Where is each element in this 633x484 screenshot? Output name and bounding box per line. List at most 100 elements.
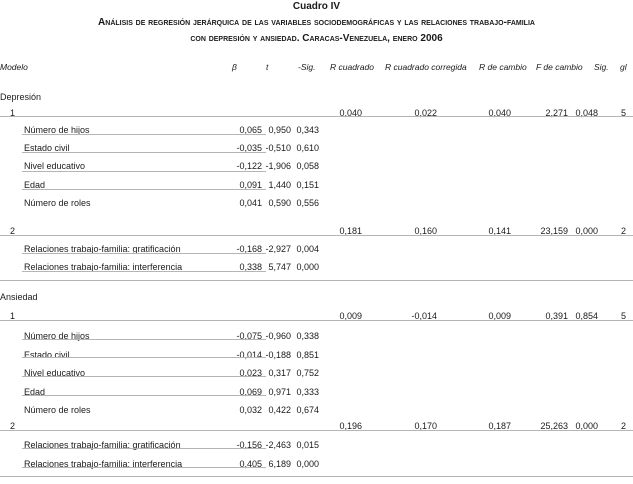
model-stat-f-de-cambio: 0,391 [545,311,568,321]
predictor-t: -2,927 [265,244,291,254]
model-stat-r-cuadrado: 0,181 [339,226,362,236]
predictor-beta: -0,156 [236,440,262,450]
model-stat-r-cuadrado: 0,040 [339,108,362,118]
predictor-name: Nivel educativo [24,368,86,378]
model-stat-sig-cambio: 0,000 [575,226,598,236]
row-divider [22,339,266,340]
row-divider [22,395,266,396]
predictor-t: 6,189 [268,459,291,469]
predictor-name: Número de hijos [24,125,90,135]
row-divider [0,235,633,236]
row-divider [22,152,266,153]
predictor-sig: 0,610 [296,143,319,153]
header-t: t [266,62,269,72]
model-number: 2 [10,226,16,236]
predictor-beta: -0,014 [236,350,262,360]
header-beta: β [232,62,237,72]
model-stat-r-de-cambio: 0,187 [488,421,511,431]
predictor-beta: 0,032 [239,405,262,415]
header-sig-cambio: Sig. [594,62,609,72]
header-r-cuadrado: R cuadrado [330,62,374,72]
model-stat-r-cuadrado-corregida: 0,170 [414,421,437,431]
model-stat-sig-cambio: 0,854 [575,311,598,321]
model-stat-f-de-cambio: 23,159 [540,226,568,236]
predictor-name: Nivel educativo [24,161,86,171]
model-stat-r-de-cambio: 0,009 [488,311,511,321]
model-number: 1 [10,108,16,118]
predictor-t: -0,960 [265,331,291,341]
predictor-beta: -0,168 [236,244,262,254]
row-divider [0,320,633,321]
row-divider [0,116,633,117]
predictor-name: Estado civil [24,143,70,153]
model-stat-r-cuadrado: 0,196 [339,421,362,431]
header-gl: gl [620,62,627,72]
predictor-beta: 0,041 [239,198,262,208]
predictor-name: Estado civil [24,350,70,360]
predictor-sig: 0,151 [296,180,319,190]
row-divider [22,189,266,190]
model-stat-f-de-cambio: 25,263 [540,421,568,431]
predictor-name: Relaciones trabajo-familia: interferenci… [24,262,183,272]
predictor-sig: 0,333 [296,387,319,397]
predictor-sig: 0,000 [296,459,319,469]
row-divider [22,376,266,377]
predictor-t: 0,590 [268,198,291,208]
predictor-sig: 0,851 [296,350,319,360]
row-divider [22,134,266,135]
model-stat-r-de-cambio: 0,141 [488,226,511,236]
predictor-beta: -0,122 [236,161,262,171]
row-divider [22,171,266,172]
predictor-beta: -0,075 [236,331,262,341]
row-divider [22,448,266,449]
predictor-t: 0,950 [268,125,291,135]
predictor-t: -1,906 [265,161,291,171]
predictor-t: 0,317 [268,368,291,378]
model-stat-sig-cambio: 0,000 [575,421,598,431]
table-title-line-2: con depresión y ansiedad. Caracas-Venezu… [190,33,443,44]
model-stat-r-cuadrado-corregida: 0,022 [414,108,437,118]
model-stat-r-cuadrado: 0,009 [339,311,362,321]
predictor-t: 0,971 [268,387,291,397]
predictor-beta: 0,338 [239,262,262,272]
model-number: 2 [10,421,16,431]
row-divider [0,430,633,431]
model-stat-r-cuadrado-corregida: -0,014 [411,311,437,321]
row-divider [0,476,633,477]
predictor-name: Edad [24,387,46,397]
header-sig: -Sig. [298,62,316,72]
predictor-name: Edad [24,180,46,190]
predictor-beta: 0,069 [239,387,262,397]
predictor-t: 0,422 [268,405,291,415]
predictor-sig: 0,343 [296,125,319,135]
predictor-name: Relaciones trabajo-familia: gratificació… [24,244,181,254]
section-ansiedad: Ansiedad [0,292,38,302]
predictor-name: Número de roles [24,198,91,208]
header-r-cuadrado-corregida: R cuadrado corregida [385,62,467,72]
predictor-sig: 0,556 [296,198,319,208]
row-divider [22,253,266,254]
table-title-line-1: Análisis de regresión jerárquica de las … [98,17,535,28]
table-label: Cuadro IV [292,1,341,12]
row-divider [0,280,633,281]
predictor-name: Número de roles [24,405,91,415]
model-stat-gl: 2 [620,226,626,236]
predictor-beta: 0,065 [239,125,262,135]
predictor-beta: 0,091 [239,180,262,190]
predictor-t: -0,510 [265,143,291,153]
predictor-sig: 0,004 [296,244,319,254]
predictor-sig: 0,338 [296,331,319,341]
predictor-sig: 0,015 [296,440,319,450]
predictor-t: -2,463 [265,440,291,450]
predictor-name: Número de hijos [24,331,90,341]
row-divider [22,271,266,272]
header-r-de-cambio: R de cambio [479,62,527,72]
row-divider [22,467,266,468]
predictor-sig: 0,674 [296,405,319,415]
model-stat-r-cuadrado-corregida: 0,160 [414,226,437,236]
predictor-name: Relaciones trabajo-familia: interferenci… [24,459,183,469]
predictor-sig: 0,000 [296,262,319,272]
predictor-t: -0,188 [265,350,291,360]
predictor-t: 5,747 [268,262,291,272]
predictor-beta: -0,035 [236,143,262,153]
